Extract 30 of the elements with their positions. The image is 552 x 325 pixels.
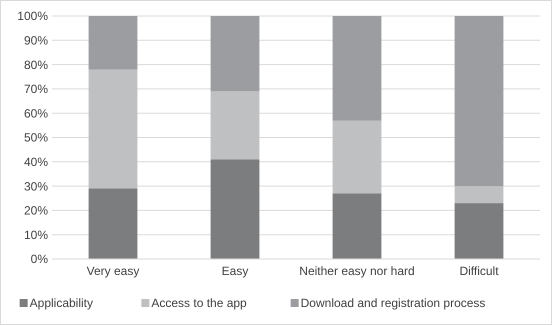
y-tick-label: 10% (24, 228, 48, 242)
legend-label: Access to the app (151, 296, 248, 310)
y-tick-label: 0% (30, 252, 48, 266)
bar (88, 16, 138, 70)
bar (332, 16, 382, 120)
x-tick-label: Very easy (86, 264, 140, 278)
legend-label: Applicability (30, 296, 94, 310)
y-tick-label: 20% (24, 204, 48, 218)
y-tick-label: 100% (17, 9, 48, 24)
y-tick-label: 50% (24, 130, 48, 145)
y-tick-label: 90% (24, 34, 48, 48)
bar (454, 203, 504, 259)
bar (210, 16, 260, 92)
bar (210, 91, 260, 160)
x-tick-label: Difficult (459, 264, 500, 278)
y-tick-label: 70% (24, 82, 48, 96)
bar (332, 193, 382, 259)
bar (454, 186, 504, 204)
y-tick-label: 80% (24, 58, 48, 72)
bar (332, 120, 382, 194)
y-tick-label: 60% (24, 106, 48, 120)
y-tick-label: 30% (24, 179, 48, 194)
y-tick-label: 40% (24, 155, 48, 169)
bar (88, 69, 138, 189)
legend-label: Download and registration process (300, 296, 486, 310)
x-tick-label: Easy (222, 264, 248, 278)
bar (88, 188, 138, 259)
bar (210, 159, 260, 259)
bar (454, 16, 504, 186)
x-tick-label: Neither easy nor hard (299, 264, 415, 278)
